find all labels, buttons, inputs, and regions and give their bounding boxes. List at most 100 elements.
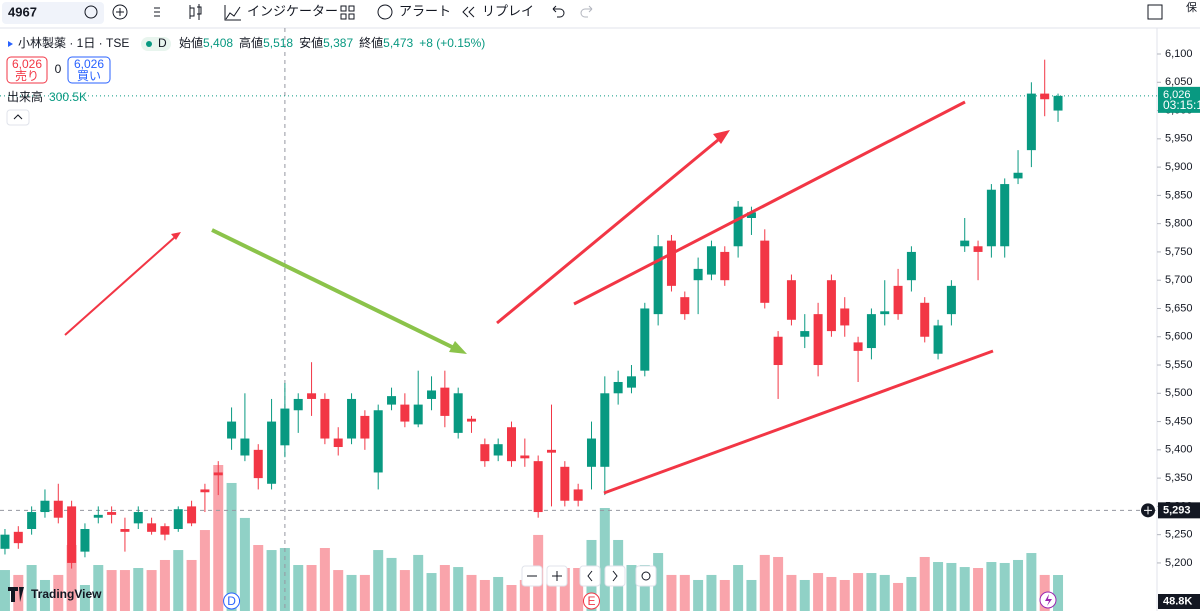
volume-bar <box>506 585 517 611</box>
trend-arrow <box>496 138 719 325</box>
volume-bar <box>0 570 10 611</box>
plot <box>0 28 1157 611</box>
tv-logo <box>8 587 24 602</box>
volume-bar <box>306 565 317 611</box>
candle-body <box>813 314 823 366</box>
candle-body <box>187 506 197 524</box>
volume-bar <box>733 565 744 611</box>
collapse-button[interactable] <box>6 109 30 126</box>
candle-body <box>653 246 663 315</box>
volume-bar <box>79 585 90 611</box>
sell-button[interactable] <box>6 56 48 84</box>
arrow-head <box>449 341 467 354</box>
candle-body <box>13 531 23 544</box>
alert-icon[interactable] <box>377 4 393 20</box>
volume-bar <box>906 576 917 611</box>
volume-bar <box>266 550 277 611</box>
chart-type-icon[interactable] <box>189 4 202 20</box>
buy-label: 買い <box>77 69 101 83</box>
volume-bar <box>946 562 957 611</box>
ohlc-value: 5,518 <box>263 36 293 50</box>
candle-body <box>840 308 850 326</box>
candle-body <box>440 387 450 416</box>
volume-bar <box>279 548 290 611</box>
candle-body <box>880 311 890 315</box>
candle-body <box>560 466 570 501</box>
symbol-icon[interactable] <box>84 5 98 19</box>
interval-icon[interactable] <box>154 7 160 17</box>
spread: 0 <box>55 62 62 76</box>
candle-body <box>0 534 10 549</box>
volume-bar <box>853 573 864 611</box>
y-tick-label: 5,750 <box>1165 246 1193 258</box>
candle-body <box>986 189 996 247</box>
volume-bar <box>826 576 837 611</box>
volume-bar <box>479 579 490 611</box>
candle-body <box>1000 184 1010 247</box>
volume-bar <box>959 567 970 611</box>
volume-bar <box>546 570 557 611</box>
arrow-head <box>171 232 181 240</box>
candle-body <box>27 512 37 530</box>
undo-button[interactable] <box>552 5 565 18</box>
volume-bar <box>66 545 77 611</box>
crosshair-price-box <box>1158 502 1200 519</box>
replay-button[interactable]: リプレイ <box>482 3 534 18</box>
candle-body <box>320 398 330 439</box>
candle-body <box>826 280 836 332</box>
trend-arrow <box>64 236 176 336</box>
indicators-button[interactable]: インジケーター <box>247 3 338 18</box>
candle-body <box>853 342 863 351</box>
save-button[interactable]: 保 <box>1186 0 1197 14</box>
volume-bar <box>426 573 437 611</box>
candle-body <box>333 438 343 448</box>
scroll-left[interactable] <box>579 565 601 587</box>
candle-body <box>160 526 170 535</box>
volume-bar <box>439 565 450 611</box>
candle-body <box>960 240 970 247</box>
add-button[interactable] <box>112 4 128 20</box>
volume-bar <box>666 574 677 611</box>
alert-button[interactable]: アラート <box>399 3 451 18</box>
candle-body <box>906 251 916 281</box>
candle-body <box>413 404 423 425</box>
candle-body <box>453 393 463 433</box>
candle-body <box>293 398 303 411</box>
volume-bar <box>999 562 1010 611</box>
lightning-icon <box>1045 594 1052 606</box>
volume-bar <box>786 574 797 611</box>
volume-bar <box>93 565 104 611</box>
candle-body <box>1026 93 1036 151</box>
collapse-icon <box>13 114 23 120</box>
volume-bar <box>933 562 944 611</box>
y-tick-label: 5,900 <box>1165 161 1193 173</box>
candle-body <box>613 381 623 394</box>
scroll-right[interactable] <box>604 565 626 587</box>
volume-bar <box>693 579 704 611</box>
fullscreen-button[interactable] <box>1147 4 1163 20</box>
candle-body <box>786 280 796 320</box>
candle-body <box>680 297 690 315</box>
y-tick-label: 5,700 <box>1165 274 1193 286</box>
volume-bar <box>186 559 197 611</box>
ohlc-value: 5,408 <box>203 36 233 50</box>
volume-bar <box>759 554 770 611</box>
volume-bar <box>106 570 117 611</box>
candle-body <box>520 455 530 459</box>
candle-body <box>387 396 397 405</box>
indicator-icon[interactable] <box>224 5 241 21</box>
volume-bar <box>519 579 530 611</box>
symbol-search[interactable] <box>2 2 104 24</box>
volume-bar <box>773 556 784 611</box>
redo-button[interactable] <box>580 5 593 18</box>
volume-bar <box>253 545 264 611</box>
arrow-head <box>713 130 730 144</box>
layout-icon[interactable] <box>340 5 355 20</box>
crosshair-volume-box <box>1158 594 1200 609</box>
replay-icon[interactable] <box>462 6 475 18</box>
buy-button[interactable] <box>67 56 111 84</box>
countdown: 03:15:19 <box>1163 98 1200 112</box>
reset-view[interactable] <box>635 565 657 587</box>
volume-bar <box>573 568 584 611</box>
